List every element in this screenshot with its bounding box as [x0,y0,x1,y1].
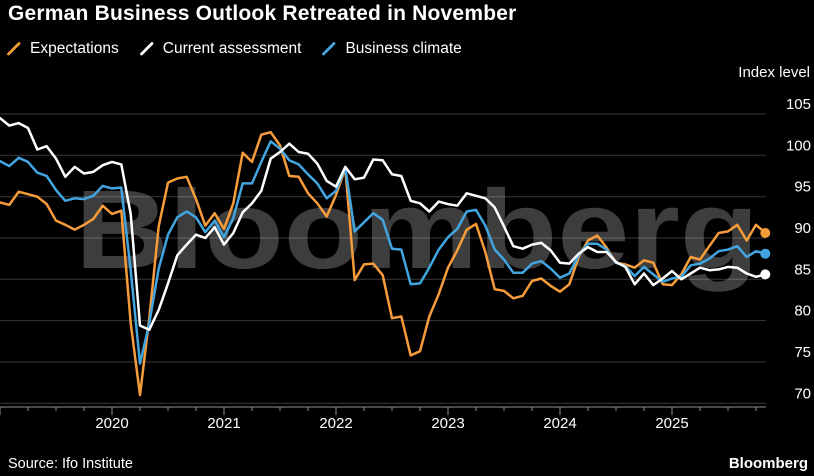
y-tick-label-80: 80 [794,303,811,320]
y-tick-label-105: 105 [786,96,811,113]
legend-item-business-climate: Business climate [321,40,462,58]
legend-slash-icon [7,42,21,56]
legend-slash-icon [322,42,336,56]
series-endpoint-current-assessment [760,269,771,280]
legend-label: Expectations [30,40,119,57]
y-axis-title: Index level [738,64,810,81]
y-tick-label-85: 85 [794,261,811,278]
x-tick-label-2025: 2025 [655,415,688,432]
y-tick-label-100: 100 [786,137,811,154]
x-tick-label-2022: 2022 [319,415,352,432]
y-tick-label-95: 95 [794,179,811,196]
source-note: Source: Ifo Institute [8,456,133,472]
y-tick-label-75: 75 [794,344,811,361]
series-endpoint-expectations [760,228,771,238]
x-tick-label-2024: 2024 [543,415,576,432]
x-tick-label-2020: 2020 [95,415,128,432]
y-tick-label-90: 90 [794,220,811,237]
legend-label: Current assessment [162,40,302,57]
bloomberg-watermark: Bloomberg [75,167,759,292]
legend-slash-icon [139,42,154,56]
series-endpoint-business-climate [760,248,771,259]
legend-label: Business climate [345,40,462,57]
bloomberg-logo: Bloomberg [728,455,808,472]
chart-title: German Business Outlook Retreated in Nov… [8,2,517,25]
y-tick-label-70: 70 [794,385,811,402]
x-tick-label-2021: 2021 [207,415,240,432]
series-line-business-climate [0,140,767,365]
series-line-current-assessment [0,116,767,331]
series-line-expectations [0,130,767,397]
legend: Expectations Current assessment Business c… [6,40,462,58]
legend-item-expectations: Expectations [6,40,119,58]
legend-item-current-assessment: Current assessment [139,40,302,58]
x-tick-label-2023: 2023 [431,415,464,432]
